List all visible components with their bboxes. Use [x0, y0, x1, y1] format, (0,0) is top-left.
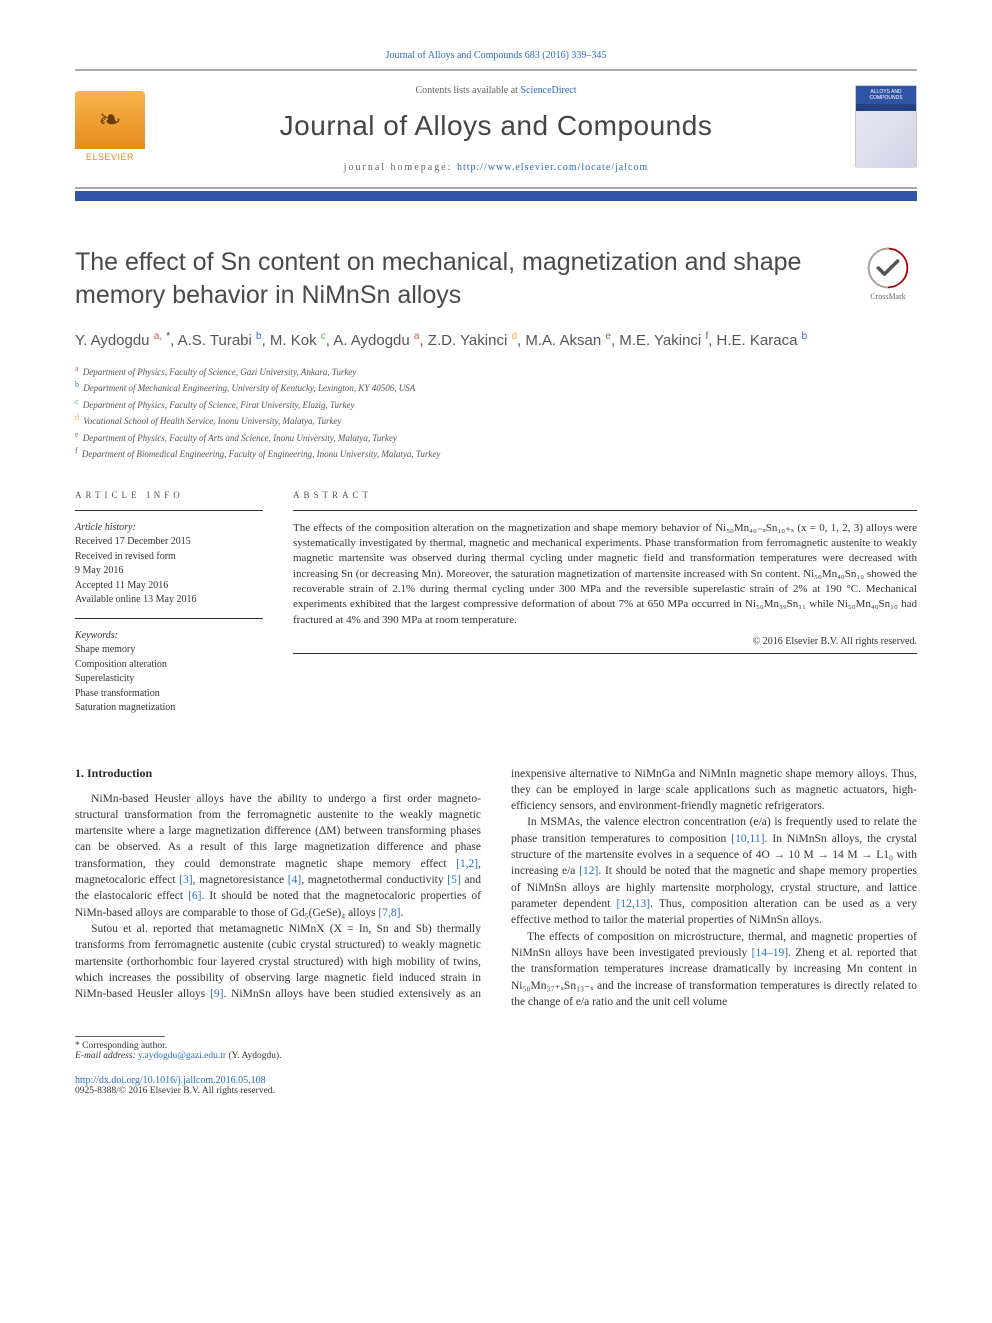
contents-lists-line: Contents lists available at ScienceDirec… [75, 85, 917, 96]
abstract-text: The effects of the composition alteratio… [293, 521, 917, 629]
issn-copyright: 0925-8388/© 2016 Elsevier B.V. All right… [75, 1086, 917, 1096]
doi-link[interactable]: http://dx.doi.org/10.1016/j.jallcom.2016… [75, 1075, 266, 1086]
section-heading: 1. Introduction [75, 766, 481, 781]
article-info-label: ARTICLE INFO [75, 490, 263, 500]
citation-line: Journal of Alloys and Compounds 683 (201… [75, 50, 917, 61]
article-title: The effect of Sn content on mechanical, … [75, 246, 859, 311]
corresponding-note: * Corresponding author. [75, 1041, 917, 1051]
journal-header: ❧ ELSEVIER ALLOYS AND COMPOUNDS Contents… [75, 69, 917, 189]
author-email-link[interactable]: y.aydogdu@gazi.edu.tr [138, 1051, 226, 1061]
header-color-bar [75, 191, 917, 201]
author-list: Y. Aydogdu a, *, A.S. Turabi b, M. Kok c… [75, 329, 917, 353]
crossmark-badge[interactable]: CrossMark [859, 246, 917, 301]
affiliations: a Department of Physics, Faculty of Scie… [75, 363, 917, 462]
journal-cover-thumb: ALLOYS AND COMPOUNDS [855, 85, 917, 167]
sciencedirect-link[interactable]: ScienceDirect [520, 85, 576, 96]
abstract-label: ABSTRACT [293, 490, 917, 500]
email-line: E-mail address: y.aydogdu@gazi.edu.tr (Y… [75, 1051, 917, 1061]
abstract-copyright: © 2016 Elsevier B.V. All rights reserved… [293, 636, 917, 647]
article-info-block: Article history: Received 17 December 20… [75, 521, 263, 716]
homepage-link[interactable]: http://www.elsevier.com/locate/jalcom [457, 162, 648, 173]
body-text: 1. Introduction NiMn-based Heusler alloy… [75, 766, 917, 1011]
elsevier-logo: ❧ ELSEVIER [75, 91, 145, 169]
homepage-line: journal homepage: http://www.elsevier.co… [75, 162, 917, 173]
article-footer: * Corresponding author. E-mail address: … [75, 1036, 917, 1096]
journal-name: Journal of Alloys and Compounds [75, 110, 917, 142]
